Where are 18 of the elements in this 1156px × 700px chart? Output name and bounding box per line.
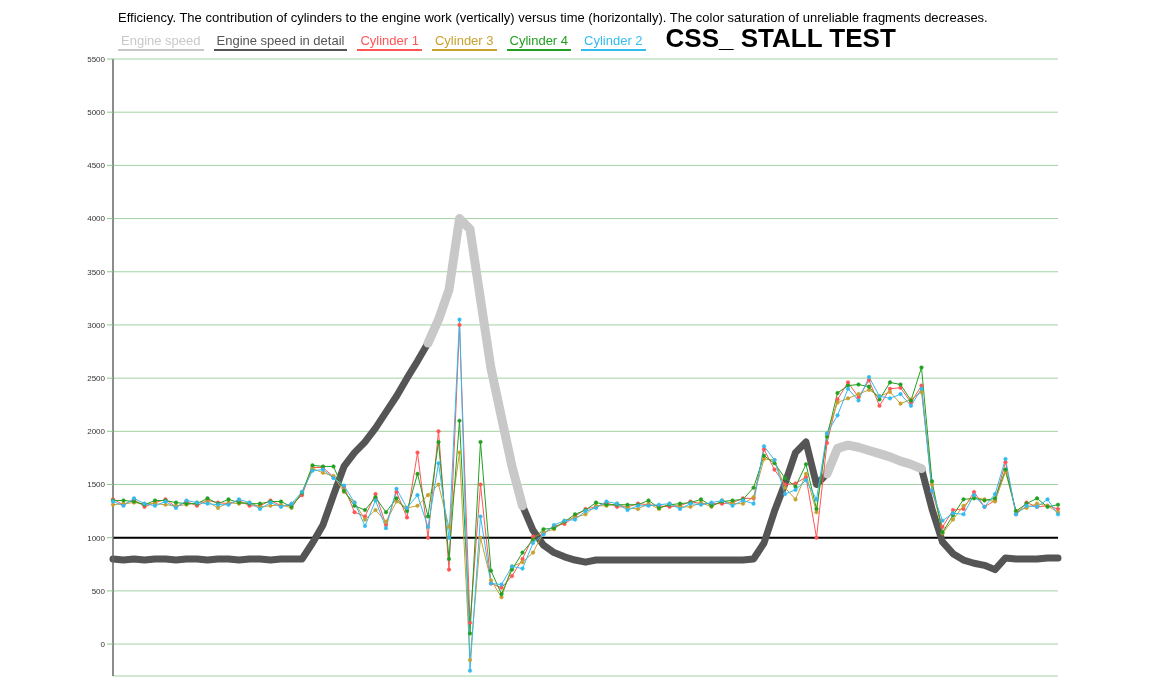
y-tick-label: 1000 [87, 533, 106, 543]
text: Engine speed in detail [215, 33, 346, 48]
y-tick-label: 4000 [87, 214, 106, 224]
text: Cylinder 3 [434, 33, 495, 48]
text: Cylinder 4 [508, 33, 570, 48]
y-tick-label: 2000 [87, 427, 106, 437]
y-tick-label: 0 [100, 639, 106, 649]
text: Cylinder 1 [359, 33, 420, 48]
text: Cylinder 2 [583, 33, 644, 48]
y-tick-label: 4500 [87, 161, 106, 171]
y-tick-label: 3000 [87, 320, 106, 330]
y-tick-label: 5000 [87, 108, 106, 118]
y-tick-label: 500 [91, 586, 106, 596]
y-tick-label: 2500 [87, 373, 106, 383]
y-tick-label: 3500 [87, 267, 106, 277]
y-tick-label: 1500 [87, 480, 106, 490]
y-tick-label: 5500 [87, 54, 106, 64]
chart-title: Efficiency. The contribution of cylinders to the engine work (vertically) versus time (horizontally). The color saturation of unreliable fragments decreases. [117, 9, 989, 25]
